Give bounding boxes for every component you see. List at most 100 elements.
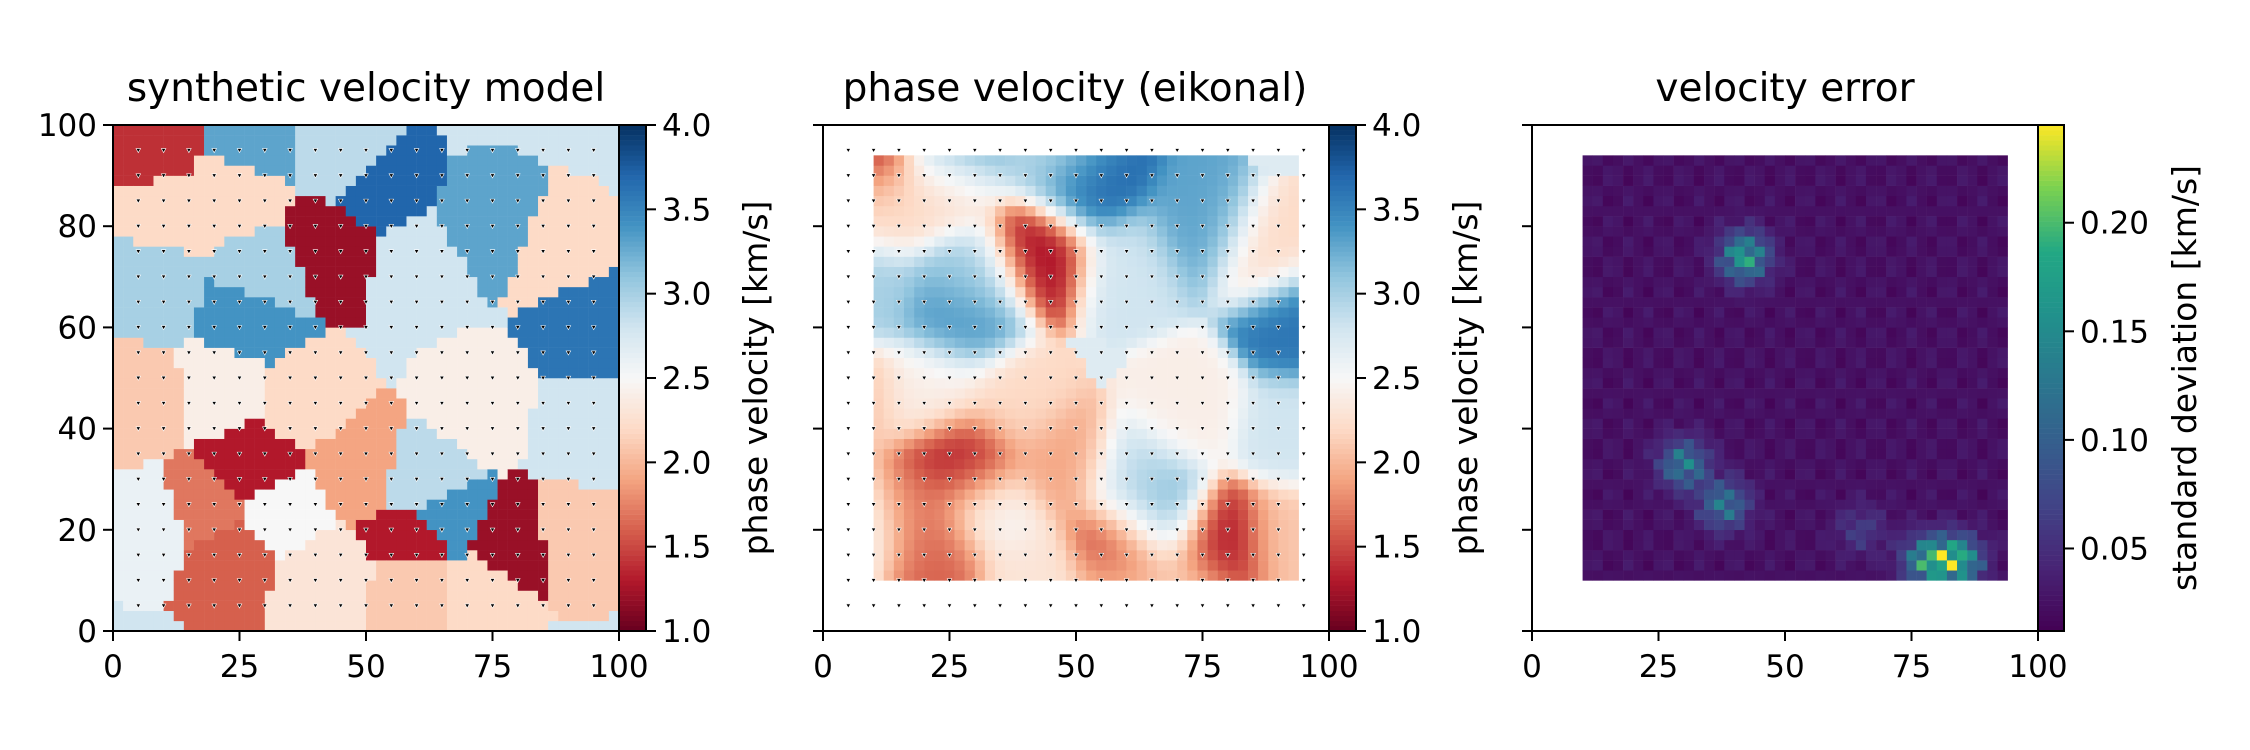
y-tick-label: 20 [58, 513, 97, 549]
station-marker [1022, 451, 1029, 457]
station-marker [896, 274, 902, 280]
station-marker [921, 274, 927, 280]
station-marker [946, 274, 953, 280]
station-marker [565, 401, 572, 407]
station-marker [363, 350, 369, 356]
station-marker [1047, 603, 1054, 609]
station-marker [896, 350, 902, 356]
x-tick-label: 0 [103, 649, 123, 685]
station-marker [565, 300, 572, 305]
station-marker [997, 527, 1003, 533]
station-marker [186, 148, 192, 154]
station-marker [363, 578, 369, 584]
station-marker [312, 527, 319, 533]
station-marker [413, 198, 420, 204]
station-marker [845, 173, 852, 179]
station-marker [160, 300, 167, 305]
station-marker [439, 148, 445, 154]
station-marker [489, 375, 496, 381]
station-marker [464, 173, 470, 179]
panel1-axes: 0 25 50 75 100 0 20 40 60 80 100 [38, 108, 649, 685]
station-marker [845, 477, 852, 483]
station-marker [870, 148, 877, 154]
station-marker [1098, 502, 1105, 508]
station-marker [946, 477, 953, 483]
station-marker [363, 477, 369, 483]
station-marker [1225, 300, 1231, 305]
station-marker [1250, 300, 1256, 305]
station-marker [439, 578, 445, 584]
station-marker [1047, 173, 1054, 179]
station-marker [160, 477, 167, 483]
station-marker [1073, 325, 1079, 331]
station-marker [845, 350, 852, 356]
station-marker [565, 375, 572, 381]
station-marker [413, 603, 420, 609]
station-marker [845, 249, 852, 255]
station-marker [160, 224, 167, 230]
station-marker [1225, 350, 1231, 356]
station-marker [972, 578, 978, 584]
station-marker [946, 173, 953, 179]
station-marker [489, 401, 496, 407]
station-marker [312, 553, 319, 558]
station-marker [1047, 553, 1054, 558]
station-marker [160, 451, 167, 457]
station-marker [1275, 477, 1282, 483]
station-marker [515, 502, 521, 508]
station-marker [1300, 502, 1307, 508]
station-marker [337, 249, 344, 255]
station-marker [1047, 198, 1054, 204]
station-marker [312, 426, 319, 432]
station-marker [1174, 502, 1180, 508]
station-marker [464, 300, 470, 305]
station-marker [160, 249, 167, 255]
station-marker [590, 426, 597, 432]
panel1-title: synthetic velocity model [127, 66, 605, 111]
x-tick-label: 50 [1056, 649, 1095, 685]
station-marker [1022, 148, 1029, 154]
station-marker [236, 451, 243, 457]
station-marker [845, 375, 852, 381]
station-marker [1225, 426, 1231, 432]
station-marker [921, 300, 927, 305]
station-marker [972, 553, 978, 558]
station-marker [565, 148, 572, 154]
station-marker [413, 553, 420, 558]
station-marker [565, 603, 572, 609]
station-marker [287, 148, 293, 154]
station-marker [590, 148, 597, 154]
station-marker [363, 198, 369, 204]
station-marker [540, 527, 546, 533]
station-marker [946, 401, 953, 407]
station-marker [540, 375, 546, 381]
station-marker [135, 148, 142, 154]
station-marker [972, 477, 978, 483]
station-marker [135, 401, 142, 407]
station-marker [135, 274, 142, 280]
station-marker [540, 274, 546, 280]
station-marker [870, 274, 877, 280]
station-marker [515, 198, 521, 204]
station-marker [1275, 502, 1282, 508]
station-marker [921, 477, 927, 483]
station-marker [1225, 451, 1231, 457]
station-marker [540, 350, 546, 356]
station-marker [287, 274, 293, 280]
station-marker [211, 451, 217, 457]
station-marker [1225, 274, 1231, 280]
station-marker [921, 401, 927, 407]
station-marker [1250, 426, 1256, 432]
station-marker [413, 325, 420, 331]
station-marker [413, 375, 420, 381]
station-marker [1300, 274, 1307, 280]
station-marker [1047, 401, 1054, 407]
station-marker [1149, 249, 1155, 255]
station-marker [489, 274, 496, 280]
station-marker [997, 578, 1003, 584]
station-marker [1225, 401, 1231, 407]
station-marker [515, 300, 521, 305]
station-marker [1250, 477, 1256, 483]
panel-velocity-error: velocity error 0 25 50 75 100 0.050.100.150.… [1522, 66, 2204, 685]
colorbar1-ticks: 1.0 1.5 2.0 2.5 3.0 3.5 4.0 [646, 108, 711, 650]
